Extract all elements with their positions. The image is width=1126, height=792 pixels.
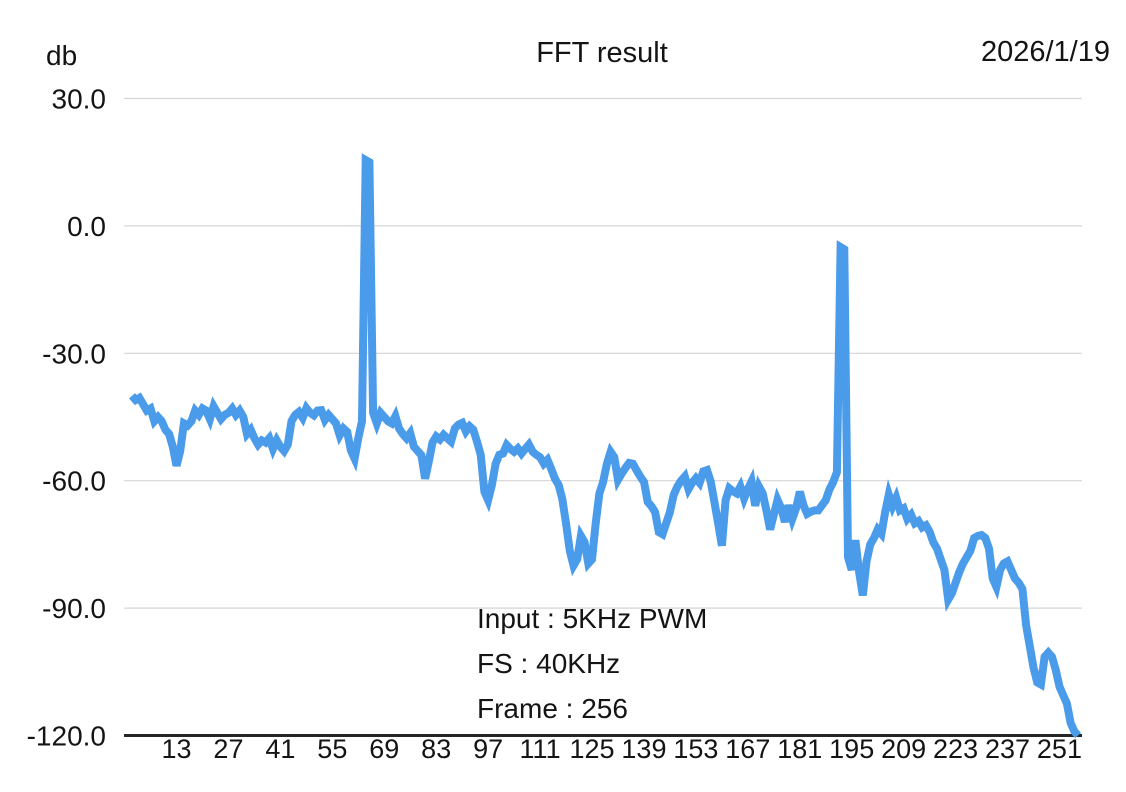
x-tick-label: 69 — [369, 734, 399, 764]
x-tick-label: 13 — [161, 734, 191, 764]
x-tick-label: 27 — [213, 734, 243, 764]
y-tick-label: -60.0 — [42, 466, 106, 497]
x-tick-label: 195 — [829, 734, 874, 764]
annotation-fs: FS : 40KHz — [477, 648, 621, 679]
x-tick-label: 251 — [1037, 734, 1082, 764]
y-axis-unit-label: db — [46, 40, 78, 71]
x-tick-label: 223 — [933, 734, 978, 764]
y-tick-label: -120.0 — [27, 721, 106, 752]
x-tick-label: 83 — [421, 734, 451, 764]
x-tick-label: 153 — [673, 734, 718, 764]
annotation-frame: Frame : 256 — [477, 693, 628, 724]
x-tick-label: 41 — [265, 734, 295, 764]
y-tick-label: -30.0 — [42, 338, 106, 369]
x-tick-label: 125 — [569, 734, 614, 764]
annotation-block: Input : 5KHz PWM FS : 40KHz Frame : 256 — [477, 596, 707, 731]
x-tick-label: 55 — [317, 734, 347, 764]
x-tick-label: 97 — [473, 734, 503, 764]
x-tick-label: 237 — [985, 734, 1030, 764]
x-tick-label: 139 — [621, 734, 666, 764]
y-tick-label: 30.0 — [52, 84, 107, 115]
fft-spectrum-line — [128, 153, 1082, 739]
y-tick-label: 0.0 — [67, 211, 106, 242]
x-tick-label: 167 — [725, 734, 770, 764]
chart-date: 2026/1/19 — [980, 36, 1110, 68]
chart-title: FFT result — [536, 37, 668, 69]
annotation-input: Input : 5KHz PWM — [477, 603, 708, 634]
x-tick-label: 181 — [777, 734, 822, 764]
x-tick-label: 209 — [881, 734, 926, 764]
y-tick-label: -90.0 — [42, 593, 106, 624]
x-tick-label: 111 — [520, 734, 561, 764]
